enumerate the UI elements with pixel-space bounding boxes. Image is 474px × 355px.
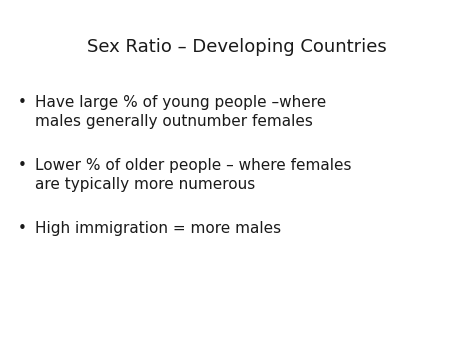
Text: •: • xyxy=(18,95,27,110)
Text: Sex Ratio – Developing Countries: Sex Ratio – Developing Countries xyxy=(87,38,387,56)
Text: Lower % of older people – where females: Lower % of older people – where females xyxy=(35,158,352,173)
Text: Have large % of young people –where: Have large % of young people –where xyxy=(35,95,326,110)
Text: are typically more numerous: are typically more numerous xyxy=(35,177,255,192)
Text: High immigration = more males: High immigration = more males xyxy=(35,221,281,236)
Text: •: • xyxy=(18,158,27,173)
Text: •: • xyxy=(18,221,27,236)
Text: males generally outnumber females: males generally outnumber females xyxy=(35,114,313,129)
